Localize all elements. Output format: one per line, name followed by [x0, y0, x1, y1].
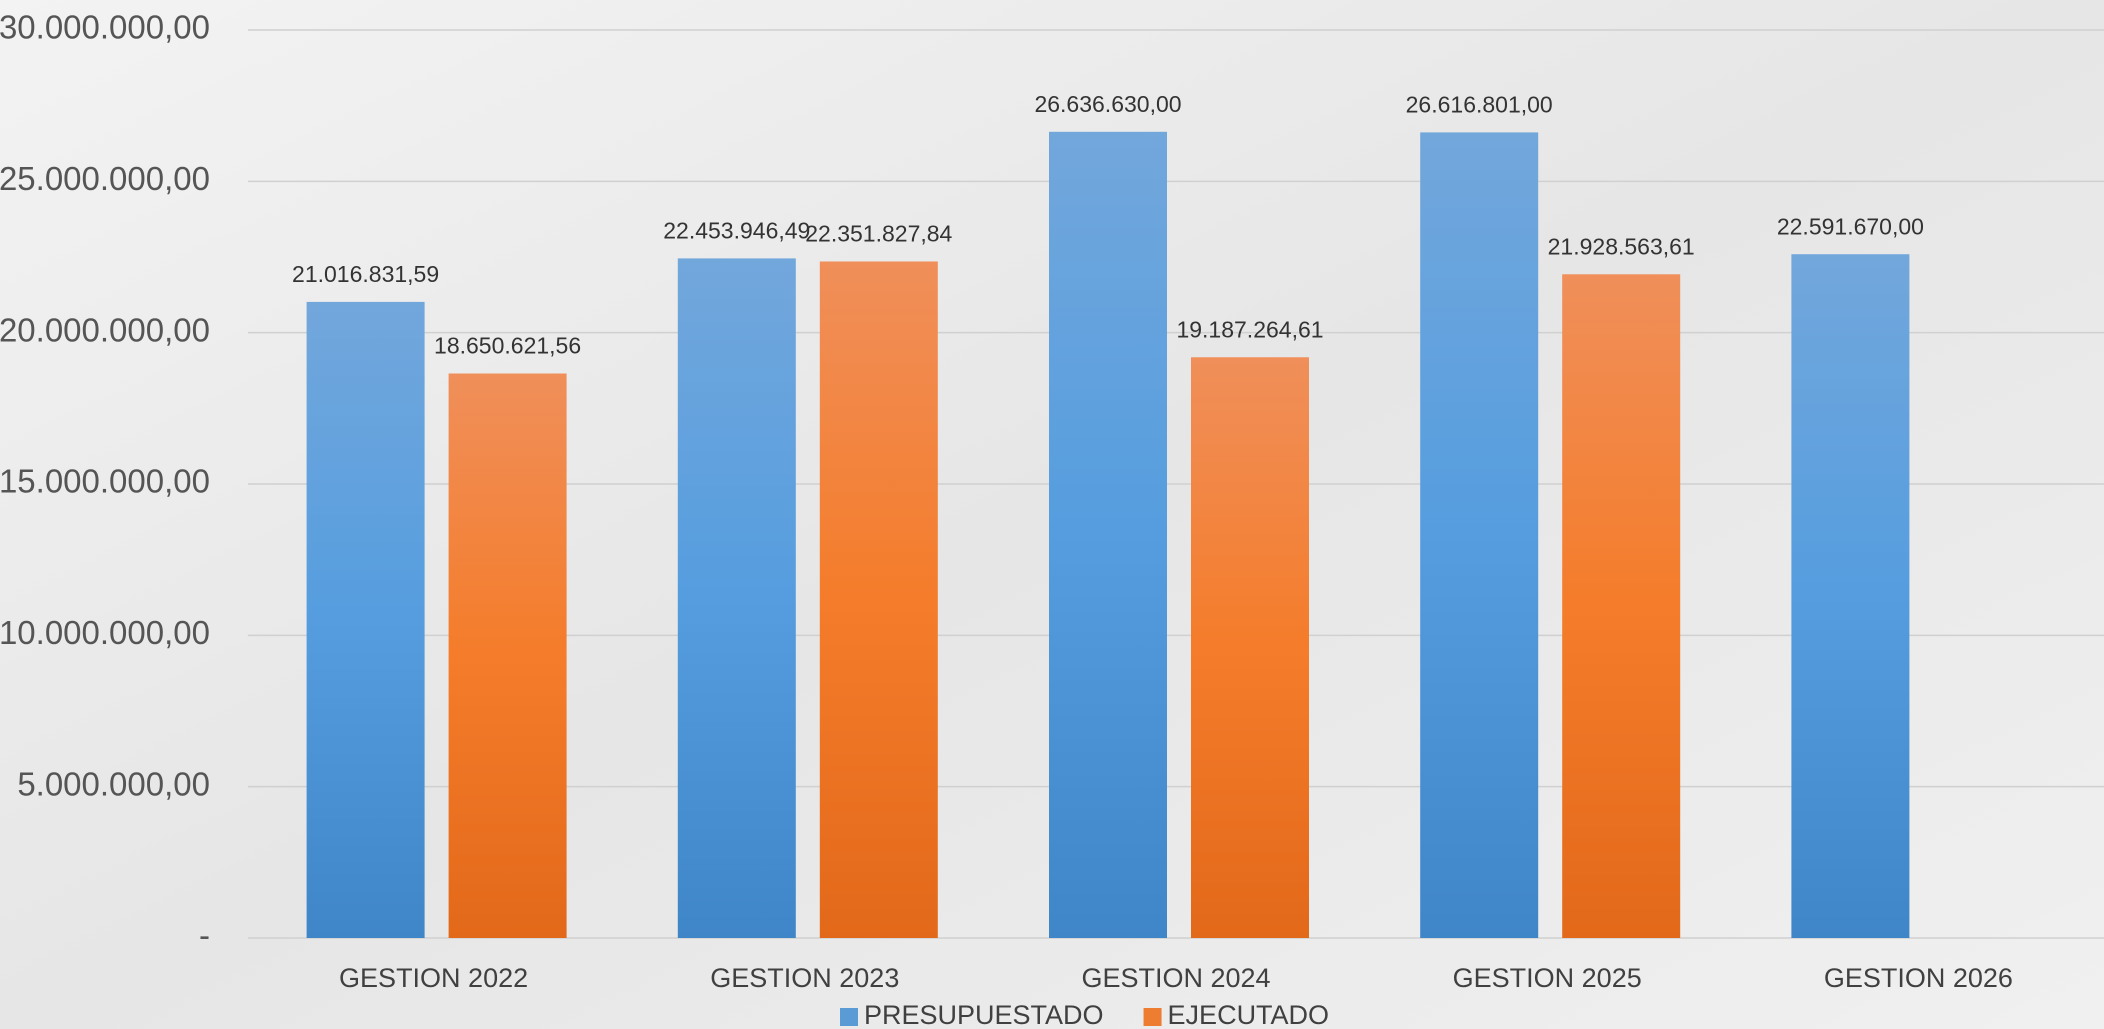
y-tick-label: 10.000.000,00 [0, 614, 210, 651]
x-tick-label: GESTION 2026 [1824, 963, 2013, 993]
data-label: 22.453.946,49 [663, 217, 810, 243]
data-label: 19.187.264,61 [1176, 316, 1323, 342]
data-label: 22.351.827,84 [805, 221, 952, 247]
data-label: 22.591.670,00 [1777, 213, 1924, 239]
bar [1049, 131, 1167, 939]
x-tick-label: GESTION 2023 [710, 963, 899, 993]
legend-label: EJECUTADO [1168, 1000, 1330, 1029]
y-tick-label: - [199, 917, 210, 954]
y-tick-label: 20.000.000,00 [0, 311, 210, 348]
bar [1191, 357, 1309, 938]
y-tick-label: 5.000.000,00 [17, 765, 210, 802]
y-tick-label: 15.000.000,00 [0, 463, 210, 500]
data-label: 21.016.831,59 [292, 261, 439, 287]
x-tick-label: GESTION 2022 [339, 963, 528, 993]
bar [1562, 274, 1681, 938]
x-tick-label: GESTION 2024 [1081, 963, 1270, 993]
bar [448, 373, 567, 939]
legend-swatch [840, 1008, 858, 1026]
bar [306, 301, 425, 938]
data-label: 26.616.801,00 [1406, 91, 1553, 117]
data-label: 26.636.630,00 [1034, 91, 1181, 117]
legend-swatch [1143, 1008, 1162, 1026]
bar [1420, 132, 1539, 938]
y-tick-label: 25.000.000,00 [0, 160, 210, 197]
y-tick-label: 30.000.000,00 [0, 9, 210, 46]
x-tick-label: GESTION 2025 [1453, 963, 1642, 993]
legend-label: PRESUPUESTADO [864, 1000, 1104, 1029]
data-label: 21.928.563,61 [1548, 233, 1695, 259]
data-label: 18.650.621,56 [434, 333, 581, 359]
bar [1791, 254, 1910, 938]
bar [819, 261, 938, 938]
bar [677, 258, 796, 938]
